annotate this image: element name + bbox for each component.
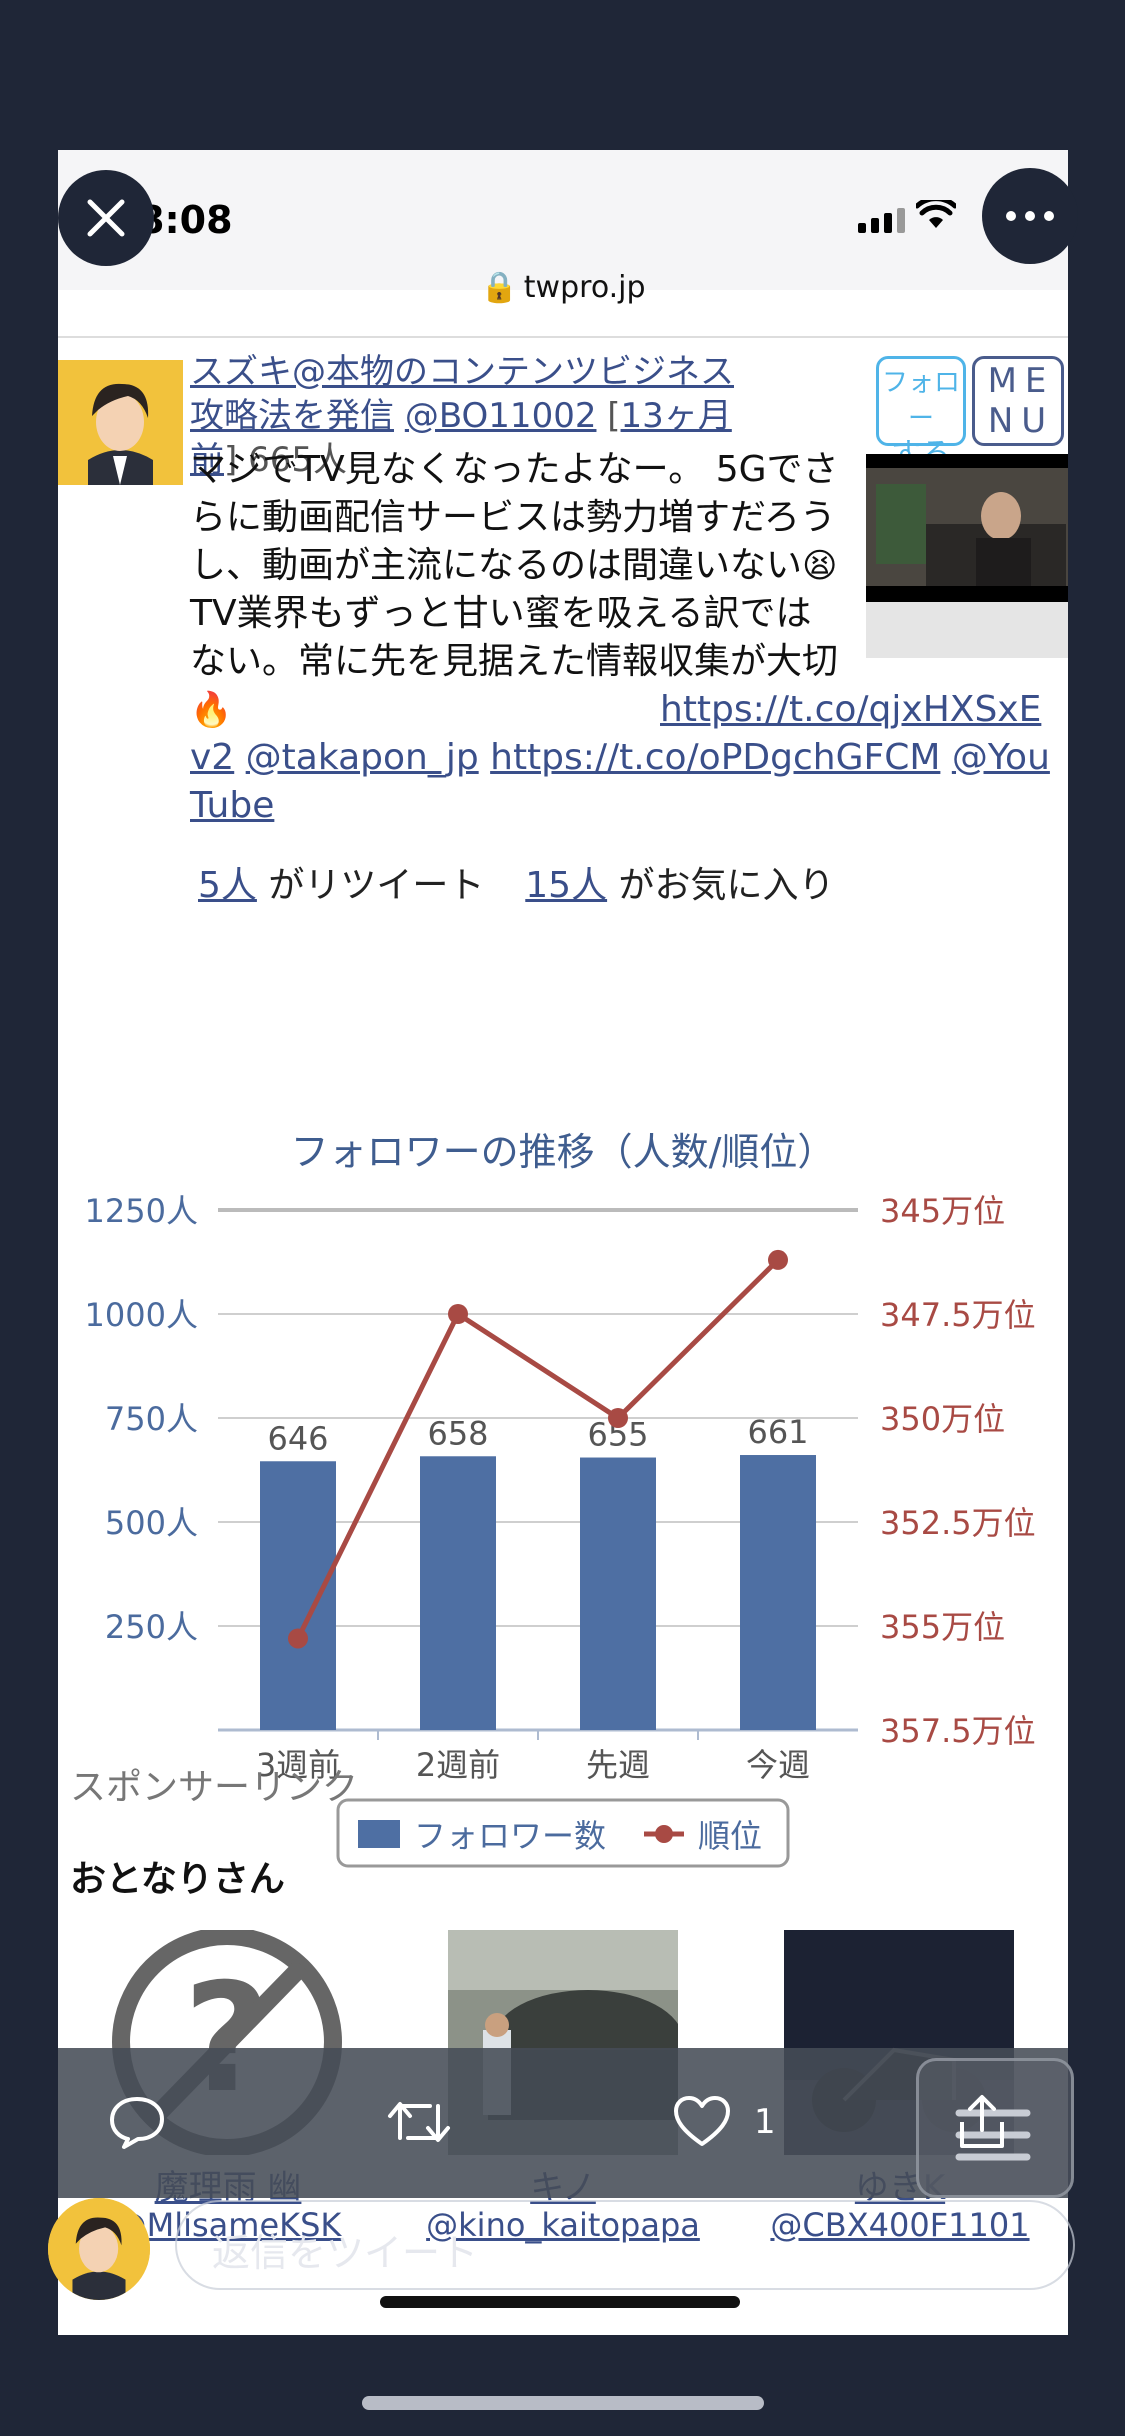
share-action[interactable]	[952, 2092, 1012, 2152]
url-text: twpro.jp	[523, 270, 646, 305]
list-icon	[955, 2109, 1031, 2161]
like-count-link[interactable]: 15人	[525, 865, 608, 906]
share-icon	[960, 2095, 1004, 2148]
reply-icon	[110, 2097, 164, 2149]
left-axis-tick: 250人	[105, 1608, 198, 1646]
retweet-label: がリツイート	[268, 865, 485, 906]
retweet-action[interactable]	[386, 2092, 452, 2152]
dot	[1006, 211, 1016, 221]
bar-4	[740, 1455, 816, 1730]
list-view-button[interactable]	[916, 2058, 1074, 2198]
x-axis-tick: 先週	[586, 1746, 650, 1784]
legend-line-label: 順位	[698, 1817, 762, 1855]
mention-link-1[interactable]: @takapon_jp	[245, 737, 479, 778]
bar-2	[420, 1456, 496, 1730]
close-icon	[87, 199, 125, 237]
like-action[interactable]: 1	[672, 2092, 776, 2152]
left-axis-tick: 1250人	[85, 1192, 198, 1230]
left-axis-tick: 750人	[105, 1400, 198, 1438]
fire-emoji-icon: 🔥	[190, 690, 233, 730]
bar-data-label: 646	[267, 1419, 328, 1457]
author-avatar[interactable]	[58, 360, 183, 485]
follower-count: 665人	[248, 440, 347, 480]
left-axis-tick: 500人	[105, 1504, 198, 1542]
neighbors-title: おとなりさん	[70, 1859, 285, 1900]
x-axis-tick: 2週前	[416, 1746, 500, 1784]
right-axis-tick: 345万位	[880, 1192, 1005, 1230]
right-axis-tick: 350万位	[880, 1400, 1005, 1438]
like-count: 1	[754, 2102, 776, 2142]
neighbor-handle-2[interactable]: @kino_kaitopapa	[426, 2206, 700, 2244]
cellular-signal-icon	[858, 208, 905, 233]
tweet-text-part-1: マジでTV見なくなったよなー。 5Gでさらに動画配信サービスは勢力増すだろうし、…	[190, 449, 839, 586]
tweet-text-part-2: TV業界もずっと甘い蜜を吸える訳ではない。常に先を見据えた情報収集が大切	[190, 593, 839, 682]
rank-line	[295, 1258, 780, 1640]
author-handle-link[interactable]: @BO11002	[404, 396, 597, 436]
bar-1	[260, 1461, 336, 1730]
bar-data-label: 661	[747, 1413, 808, 1451]
rank-point-4	[768, 1249, 788, 1270]
reply-placeholder: 返信をツイート	[212, 2231, 479, 2275]
follow-button[interactable]: フォロー する	[876, 356, 966, 472]
divider	[58, 336, 1068, 338]
reply-input[interactable]	[175, 2200, 1075, 2290]
dot	[1025, 211, 1035, 221]
dot	[1044, 211, 1054, 221]
reply-action[interactable]	[108, 2092, 166, 2152]
legend-line-marker	[655, 1825, 673, 1843]
tweet-stats: 5人 がリツイート 15人 がお気に入り	[198, 856, 835, 908]
tweet-body: マジでTV見なくなったよなー。 5Gでさらに動画配信サービスは勢力増すだろうし、…	[190, 446, 1068, 830]
tweet-link-1[interactable]: https://t.co/qjxHXSxEv2	[190, 689, 1042, 778]
retweet-icon	[388, 2102, 450, 2142]
bar-data-label: 658	[427, 1414, 488, 1452]
right-axis-tick: 357.5万位	[880, 1712, 1036, 1750]
rank-point-2	[448, 1304, 468, 1324]
browser-status-bar: 8:08 🔒 twpro.jp	[58, 150, 1068, 338]
left-axis-tick: 1000人	[85, 1296, 198, 1334]
tweet-link-2[interactable]: https://t.co/oPDgchGFCM	[490, 737, 941, 778]
tweet-media-thumbnail[interactable]	[866, 454, 1068, 602]
author-name-link[interactable]: スズキ@本物のコンテンツビジネス攻略法を発信	[190, 352, 734, 436]
heart-icon	[674, 2096, 730, 2146]
legend-box	[336, 1798, 790, 1868]
tired-face-emoji-icon: 😫	[802, 546, 838, 586]
more-options-button[interactable]	[982, 168, 1078, 264]
bar-3	[580, 1457, 656, 1730]
neighbor-handle-3[interactable]: @CBX400F1101	[770, 2206, 1030, 2244]
rank-point-1	[288, 1628, 308, 1649]
menu-label-1: ME	[987, 361, 1055, 401]
chart-title: フォロワーの推移（人数/順位）	[291, 1130, 836, 1174]
rank-point-3	[608, 1408, 628, 1428]
webview-frame: 8:08 🔒 twpro.jp スズキ@本物のコンテンツビジネス攻略法を発信 @B…	[58, 150, 1068, 2335]
wifi-icon	[916, 200, 956, 228]
close-button[interactable]	[58, 170, 154, 266]
like-label: がお気に入り	[618, 865, 835, 906]
right-axis-tick: 347.5万位	[880, 1296, 1036, 1334]
right-axis-tick: 355万位	[880, 1608, 1005, 1646]
x-axis-tick: 3週前	[256, 1746, 340, 1784]
tweet-action-bar	[58, 2048, 1068, 2198]
legend-bar-label: フォロワー数	[414, 1817, 606, 1855]
follow-label-1: フォロー	[881, 368, 960, 434]
address-bar[interactable]: 🔒 twpro.jp	[58, 270, 1068, 305]
follower-chart: フォロワーの推移（人数/順位） 1250人 1000人 750人 500人 250人 345…	[85, 1130, 1036, 1868]
user-avatar[interactable]	[48, 2198, 150, 2300]
home-indicator-inner	[380, 2296, 740, 2308]
menu-button[interactable]: ME NU	[972, 356, 1064, 446]
sponsor-label: スポンサーリンク	[70, 1767, 359, 1808]
tweet-author-line: スズキ@本物のコンテンツビジネス攻略法を発信 @BO11002 [13ヶ月前] …	[190, 352, 734, 480]
right-axis-tick: 352.5万位	[880, 1504, 1036, 1542]
home-indicator	[362, 2396, 764, 2410]
legend-bar-swatch	[358, 1820, 400, 1848]
neighbor-handle-1[interactable]: @MlisameKSK	[114, 2206, 342, 2244]
x-axis-tick: 今週	[746, 1746, 810, 1784]
retweet-count-link[interactable]: 5人	[198, 865, 257, 906]
menu-label-2: NU	[987, 401, 1055, 441]
lock-icon: 🔒	[480, 270, 518, 305]
tweet-time-link[interactable]: 13ヶ月前	[190, 396, 732, 480]
mention-link-2[interactable]: @YouTube	[190, 737, 1050, 826]
thumbnail-footer	[866, 602, 1068, 658]
